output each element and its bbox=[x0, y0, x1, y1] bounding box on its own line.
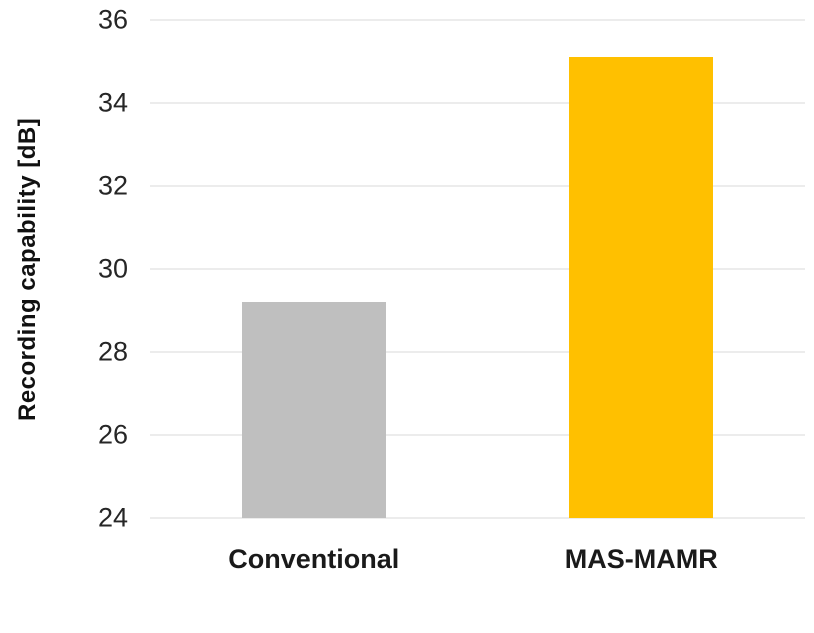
x-category-label: Conventional bbox=[228, 544, 400, 574]
y-tick-label: 30 bbox=[97, 253, 128, 284]
y-tick-label: 24 bbox=[97, 502, 128, 533]
x-axis-labels: Conventional MAS-MAMR bbox=[150, 544, 805, 594]
bar-mas-mamr bbox=[569, 57, 714, 518]
y-axis: 24 26 28 30 32 34 36 bbox=[0, 6, 142, 531]
gridline bbox=[150, 351, 805, 353]
y-tick-label: 34 bbox=[97, 87, 128, 118]
y-tick-label: 28 bbox=[97, 336, 128, 367]
y-tick-label: 26 bbox=[97, 419, 128, 450]
gridline bbox=[150, 185, 805, 187]
bar-conventional bbox=[241, 302, 386, 518]
gridline bbox=[150, 434, 805, 436]
gridline bbox=[150, 517, 805, 519]
y-tick-label: 36 bbox=[97, 4, 128, 35]
gridline bbox=[150, 19, 805, 21]
y-tick-label: 32 bbox=[97, 170, 128, 201]
x-category-label: MAS-MAMR bbox=[564, 544, 718, 574]
plot-area bbox=[150, 19, 805, 519]
gridline bbox=[150, 268, 805, 270]
gridline bbox=[150, 102, 805, 104]
